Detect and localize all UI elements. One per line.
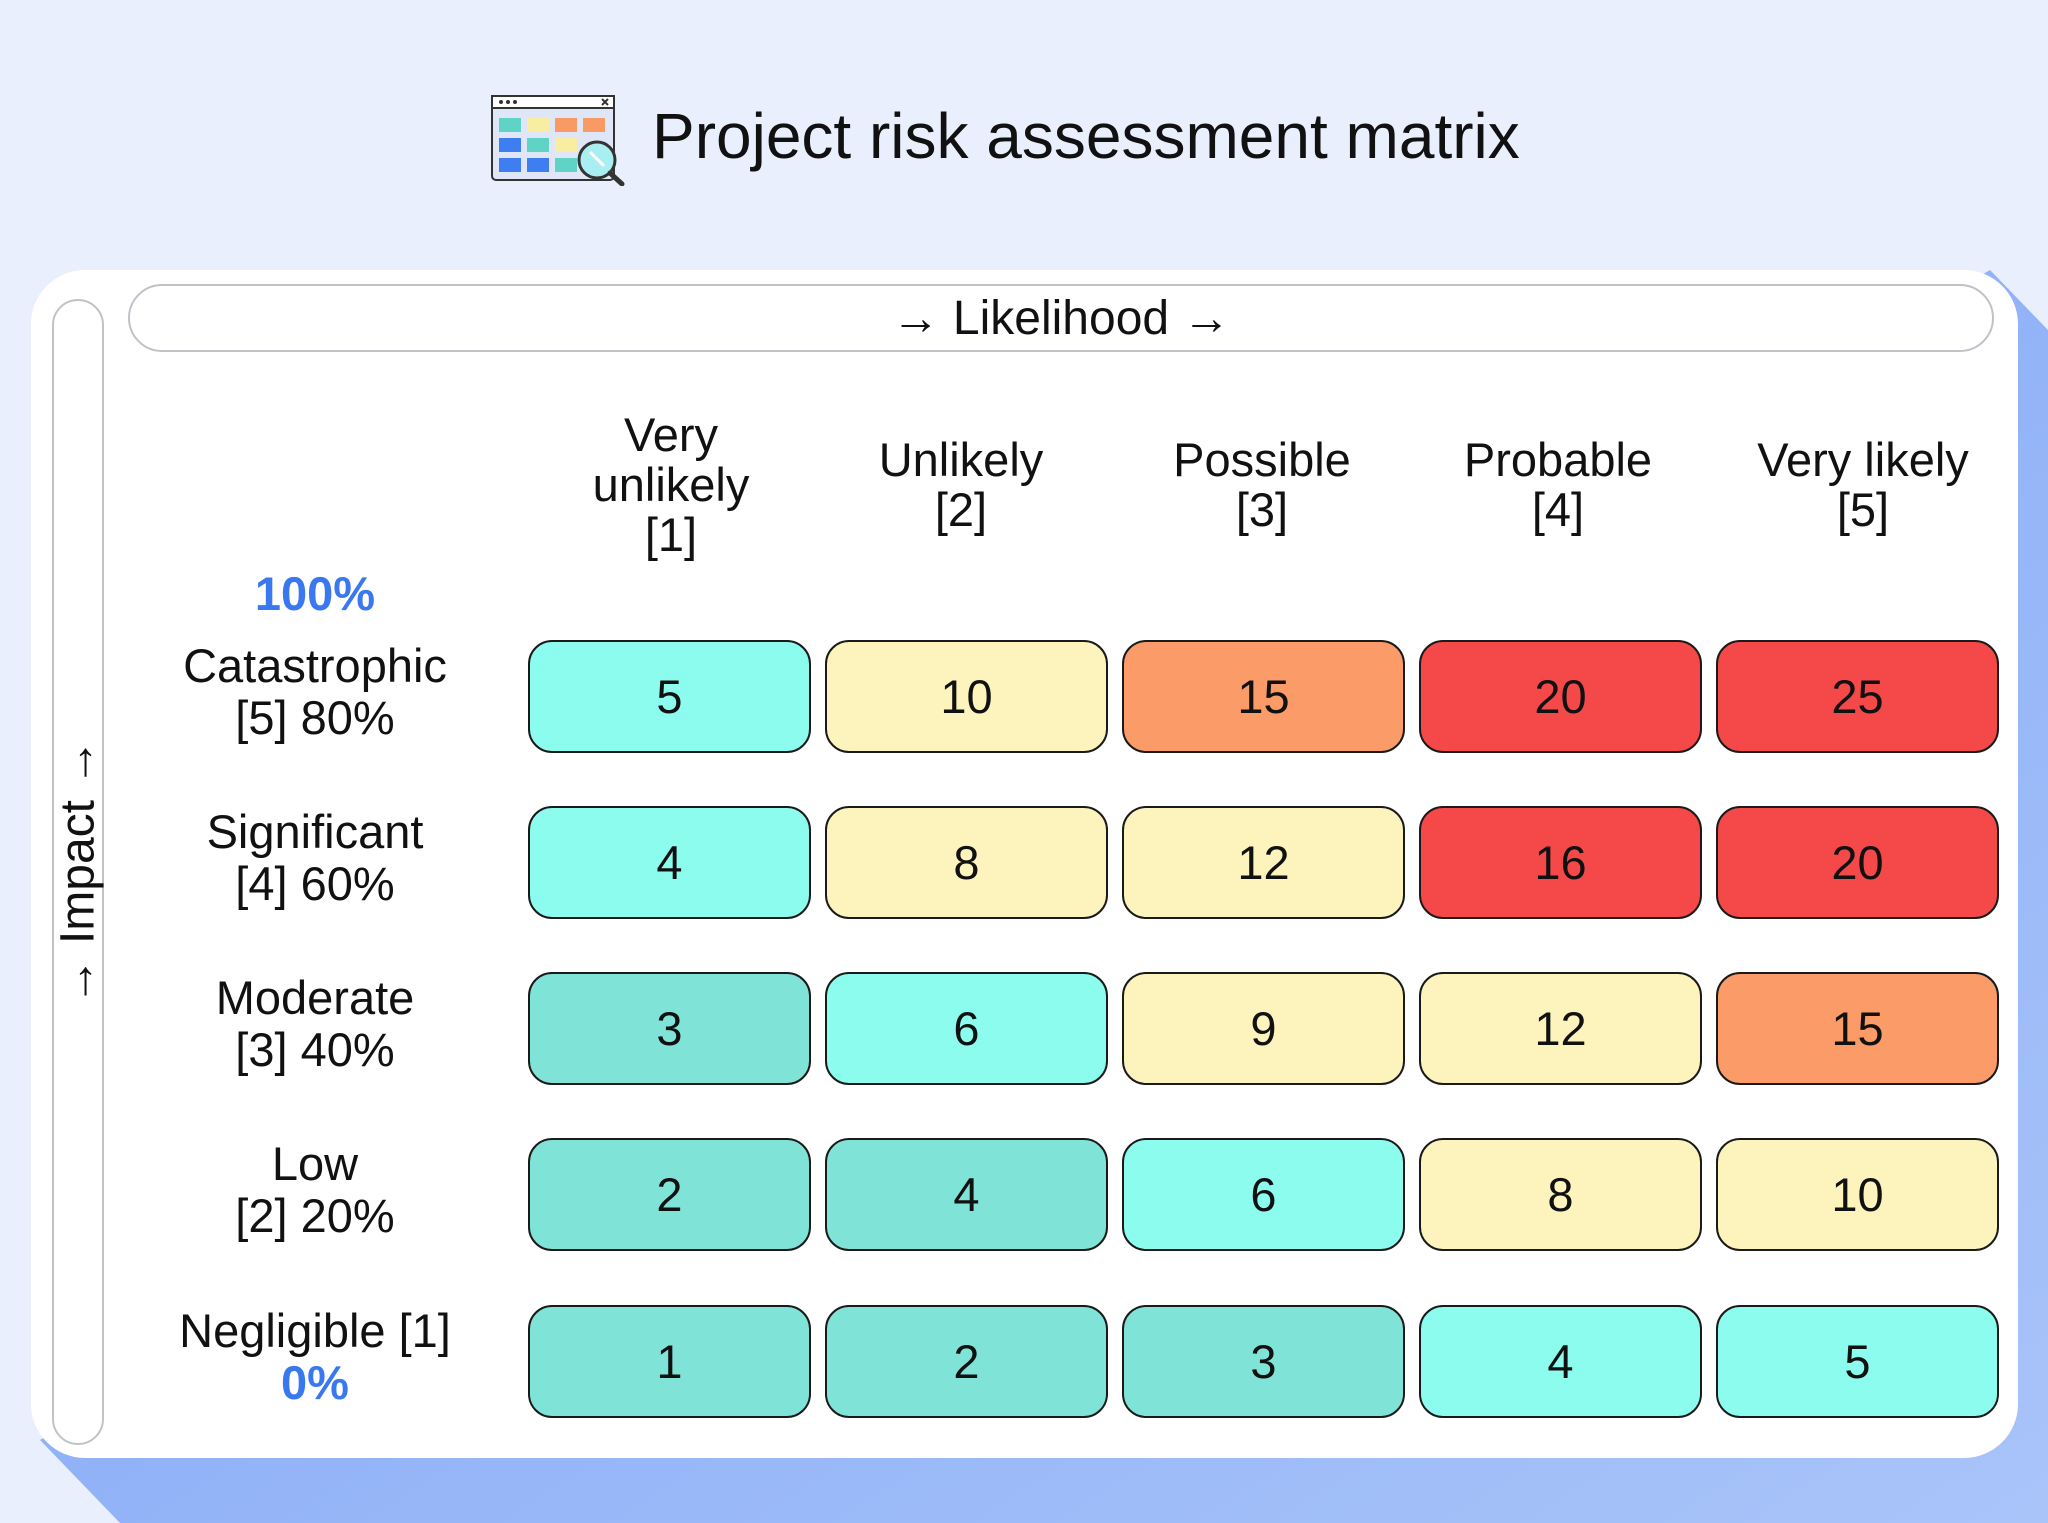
risk-cell: 8	[1419, 1138, 1702, 1251]
risk-cell: 2	[825, 1305, 1108, 1418]
column-header-line: [2]	[934, 483, 988, 536]
row-header-line: [4] 60%	[235, 857, 395, 910]
risk-cell: 9	[1122, 972, 1405, 1085]
spreadsheet-search-icon	[491, 95, 625, 186]
row-header-line: [3] 40%	[235, 1023, 395, 1076]
row-header-line: Catastrophic	[183, 639, 447, 692]
row-header-catastrophic: Catastrophic [5] 80%	[140, 640, 490, 744]
top-percent-label: 100%	[140, 568, 490, 620]
risk-cell: 4	[1419, 1305, 1702, 1418]
row-header-low: Low [2] 20%	[140, 1138, 490, 1242]
page-title: Project risk assessment matrix	[652, 100, 1520, 172]
row-header-line: Negligible [1]	[179, 1304, 451, 1357]
percent-0-label: 0%	[281, 1356, 349, 1409]
column-header-very-unlikely: Very unlikely [1]	[526, 400, 816, 560]
impact-axis-label: → Impact →	[51, 738, 105, 1006]
risk-cell: 6	[1122, 1138, 1405, 1251]
column-header-line: Very likely	[1757, 433, 1969, 486]
risk-cell: 1	[528, 1305, 811, 1418]
risk-cell: 4	[528, 806, 811, 919]
row-header-line: [5] 80%	[235, 691, 395, 744]
likelihood-axis-label: → Likelihood →	[891, 291, 1231, 345]
column-header-possible: Possible [3]	[1117, 375, 1407, 535]
risk-cell: 16	[1419, 806, 1702, 919]
risk-cell: 12	[1122, 806, 1405, 919]
risk-cell: 25	[1716, 640, 1999, 753]
risk-cell: 12	[1419, 972, 1702, 1085]
column-header-line: unlikely	[592, 458, 750, 511]
column-header-line: Possible	[1173, 433, 1351, 486]
column-header-line: [1]	[644, 508, 698, 561]
column-header-unlikely: Unlikely [2]	[816, 375, 1106, 535]
column-header-very-likely: Very likely [5]	[1718, 375, 2008, 535]
risk-cell: 5	[528, 640, 811, 753]
row-header-significant: Significant [4] 60%	[140, 806, 490, 910]
impact-axis-bar	[52, 299, 104, 1445]
risk-cell: 15	[1716, 972, 1999, 1085]
risk-cell: 10	[1716, 1138, 1999, 1251]
column-header-line: Unlikely	[878, 433, 1044, 486]
likelihood-axis-bar: → Likelihood →	[128, 284, 1994, 352]
risk-cell: 3	[1122, 1305, 1405, 1418]
risk-cell: 10	[825, 640, 1108, 753]
risk-cell: 3	[528, 972, 811, 1085]
percent-100-label: 100%	[254, 567, 376, 620]
risk-cell: 8	[825, 806, 1108, 919]
row-header-line: [2] 20%	[235, 1189, 395, 1242]
column-header-line: Very	[623, 408, 719, 461]
risk-cell: 6	[825, 972, 1108, 1085]
column-header-line: [4]	[1531, 483, 1585, 536]
risk-cell: 15	[1122, 640, 1405, 753]
risk-cell: 20	[1716, 806, 1999, 919]
row-header-line: Moderate	[215, 971, 415, 1024]
column-header-probable: Probable [4]	[1413, 375, 1703, 535]
row-header-line: Low	[271, 1137, 359, 1190]
risk-cell: 4	[825, 1138, 1108, 1251]
column-header-line: [5]	[1836, 483, 1890, 536]
risk-cell: 2	[528, 1138, 811, 1251]
column-header-line: [3]	[1235, 483, 1289, 536]
risk-cell: 20	[1419, 640, 1702, 753]
column-header-line: Probable	[1463, 433, 1653, 486]
row-header-negligible: Negligible [1] 0%	[140, 1305, 490, 1409]
row-header-line: Significant	[206, 805, 424, 858]
row-header-moderate: Moderate [3] 40%	[140, 972, 490, 1076]
risk-cell: 5	[1716, 1305, 1999, 1418]
